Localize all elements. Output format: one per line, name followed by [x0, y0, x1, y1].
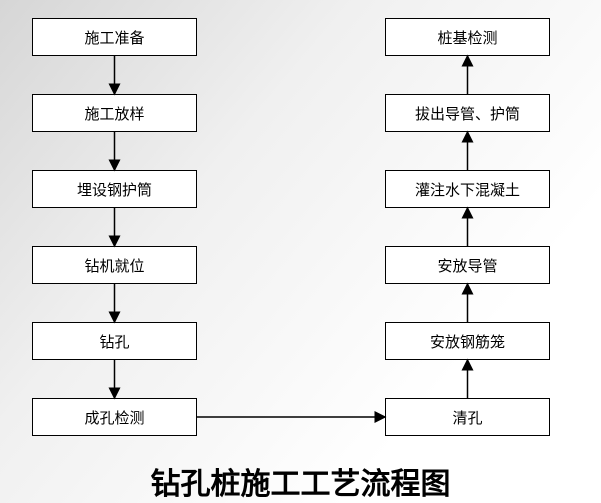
flow-node-n8: 安放钢筋笼 [385, 322, 550, 360]
flow-node-n3: 埋设钢护筒 [32, 170, 197, 208]
flow-node-n6: 成孔检测 [32, 398, 197, 436]
flow-node-n9: 安放导管 [385, 246, 550, 284]
flow-node-n4: 钻机就位 [32, 246, 197, 284]
flow-node-n5: 钻孔 [32, 322, 197, 360]
flow-node-n11: 拔出导管、护筒 [385, 94, 550, 132]
flow-node-n12: 桩基检测 [385, 18, 550, 56]
diagram-title: 钻孔桩施工工艺流程图 [0, 459, 601, 503]
flow-node-n2: 施工放样 [32, 94, 197, 132]
flowchart-canvas: 施工准备施工放样埋设钢护筒钻机就位钻孔成孔检测 清孔 安放钢筋笼 安放导管 灌注水下混凝… [0, 0, 601, 503]
flow-node-n1: 施工准备 [32, 18, 197, 56]
flow-node-n10: 灌注水下混凝土 [385, 170, 550, 208]
flow-node-n7: 清孔 [385, 398, 550, 436]
